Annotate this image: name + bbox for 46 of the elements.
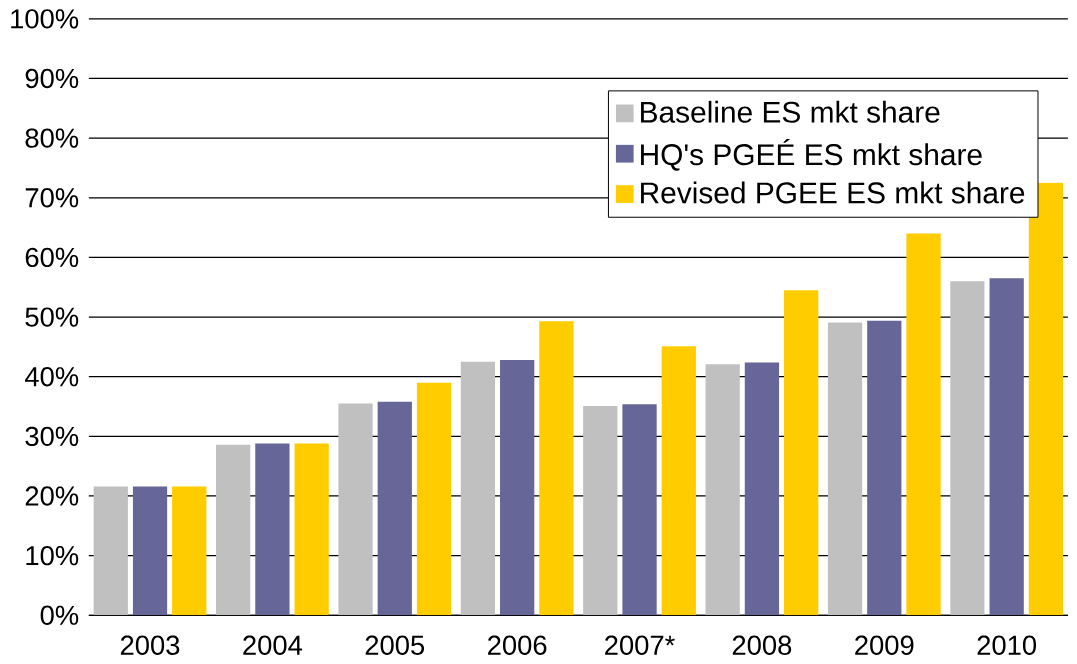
x-tick-label: 2003 [120, 635, 180, 655]
bar [906, 233, 941, 616]
y-tick-label: 90% [25, 68, 79, 89]
bar [705, 364, 740, 616]
bar [867, 320, 902, 616]
bar [416, 382, 452, 616]
bar [661, 346, 696, 616]
x-tick-label: 2008 [732, 635, 792, 655]
legend-label: Baseline ES mkt share [641, 100, 940, 123]
legend-label: Revised PGEE ES mkt share [641, 181, 1025, 204]
x-tick-label: 2005 [365, 635, 425, 655]
x-tick-label: 2004 [243, 635, 303, 655]
y-tick-label: 10% [26, 545, 79, 566]
y-tick-label: 30% [25, 426, 79, 447]
y-tick-label: 70% [25, 188, 79, 208]
bar [784, 290, 819, 616]
bar [172, 486, 207, 616]
bar [744, 362, 780, 616]
bar [1028, 182, 1064, 616]
x-tick-label: 2007* [605, 635, 675, 655]
bar [132, 486, 168, 616]
bar [583, 405, 618, 616]
bar [294, 443, 329, 616]
bar [500, 359, 535, 616]
bar [827, 322, 863, 616]
y-tick-label: 80% [25, 128, 79, 148]
x-tick-label: 2006 [488, 635, 547, 655]
y-tick-label: 20% [25, 486, 79, 506]
x-tick-label: 2010 [977, 635, 1037, 655]
legend-label: HQ's PGEÉ ES mkt share [641, 139, 982, 171]
y-tick-label: 50% [25, 307, 79, 327]
bar [622, 404, 657, 616]
bar [377, 401, 412, 616]
bar [460, 361, 496, 616]
bar [989, 278, 1024, 616]
bar [338, 403, 373, 616]
bar [216, 444, 251, 616]
bar [93, 486, 128, 616]
x-tick-label: 2009 [855, 635, 914, 655]
bar [950, 281, 985, 616]
y-tick-label: 0% [40, 605, 79, 625]
y-tick-label: 60% [25, 247, 79, 268]
bar [255, 443, 290, 616]
y-tick-label: 100% [11, 9, 79, 29]
y-tick-label: 40% [25, 367, 79, 387]
bar [539, 321, 574, 616]
